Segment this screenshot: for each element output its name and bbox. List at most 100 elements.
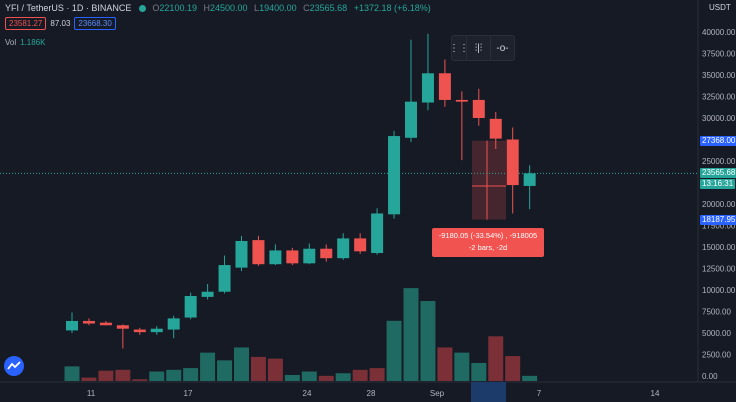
settings-icon[interactable]: ⫶|⫶ xyxy=(467,36,491,60)
candle-body xyxy=(82,320,95,324)
volume-bar xyxy=(386,320,402,381)
sell-price-box[interactable]: 23581.27 xyxy=(5,17,47,30)
price-axis-tick: 40000.00 xyxy=(702,28,736,37)
volume-bar xyxy=(98,370,114,381)
time-axis-tick: 7 xyxy=(537,389,542,398)
volume-bar xyxy=(301,371,317,381)
volume-bar xyxy=(505,356,521,381)
price-range-area xyxy=(472,140,506,220)
change-value: +1372.18 (+6.18%) xyxy=(353,3,431,13)
candle-body xyxy=(66,320,78,331)
candle-body xyxy=(235,240,248,268)
candle-body xyxy=(269,250,282,265)
volume-bar xyxy=(200,352,216,381)
volume-bar xyxy=(81,377,97,381)
price-axis-tick: 5000.00 xyxy=(702,329,731,338)
volume-bar xyxy=(454,352,470,381)
candle-body xyxy=(337,238,350,259)
price-range-measure-label[interactable]: -9180.05 (-33.54%) , -918005 -2 bars, -2… xyxy=(432,228,544,257)
volume-label[interactable]: Vol xyxy=(5,38,17,47)
volume-bar xyxy=(166,369,182,381)
close-value: 23565.68 xyxy=(309,3,348,13)
candle-body xyxy=(506,139,519,186)
volume-bar xyxy=(437,347,453,381)
tradingview-logo-icon[interactable] xyxy=(4,356,24,376)
price-axis-tick: 35000.00 xyxy=(702,71,736,80)
candle-body xyxy=(201,291,214,297)
candle-body xyxy=(218,265,231,292)
volume-bar xyxy=(115,369,131,381)
symbol-legend: YFI / TetherUS · 1D · BINANCE O22100.19 … xyxy=(5,3,431,13)
volume-bar xyxy=(352,369,368,381)
volume-bar xyxy=(284,374,300,381)
symbol-title[interactable]: YFI / TetherUS · 1D · BINANCE xyxy=(5,3,132,13)
time-axis-tick: 17 xyxy=(184,389,193,398)
price-axis-tick: 2500.00 xyxy=(702,351,731,360)
volume-bar xyxy=(234,347,249,381)
volume-value: 1.186K xyxy=(20,38,46,47)
high-value: 24500.00 xyxy=(209,3,248,13)
volume-bar xyxy=(64,366,80,381)
candle-body xyxy=(421,73,434,103)
low-value: 19400.00 xyxy=(259,3,297,13)
candle-body xyxy=(99,322,112,326)
price-tag-current: 23565.68 xyxy=(700,168,736,178)
candle-body xyxy=(388,136,401,215)
drag-handle-icon[interactable]: ⋮⋮ xyxy=(449,36,469,60)
volume-bar xyxy=(149,371,165,381)
market-status-icon xyxy=(138,5,146,12)
price-tag-top: 27368.00 xyxy=(700,136,736,146)
candle-body xyxy=(472,99,485,118)
price-axis-tick: 32500.00 xyxy=(702,93,736,102)
volume-bar xyxy=(217,360,233,381)
candle-body xyxy=(320,248,333,259)
candle-body xyxy=(133,329,146,333)
measure-line-2: -2 bars, -2d xyxy=(468,243,508,252)
volume-bar xyxy=(267,358,283,381)
price-axis-tick: 37500.00 xyxy=(702,50,736,59)
candle-body xyxy=(371,213,384,254)
candle-body xyxy=(116,325,129,329)
candle-body xyxy=(303,248,316,264)
open-label: O xyxy=(152,3,160,13)
price-axis-tick: 17500.00 xyxy=(702,222,736,231)
volume-bar xyxy=(403,288,419,381)
candle-body xyxy=(252,240,265,265)
time-axis-tick: 28 xyxy=(367,389,376,398)
currency-label[interactable]: USDT xyxy=(709,3,731,12)
candle-body xyxy=(150,328,163,333)
candle-body xyxy=(523,173,536,186)
volume-bar xyxy=(471,362,487,381)
volume-bar xyxy=(318,375,334,381)
volume-bar xyxy=(335,373,351,381)
price-axis-tick: 25000.00 xyxy=(702,157,736,166)
candle-body xyxy=(286,250,299,264)
price-axis-tick: 15000.00 xyxy=(702,243,736,252)
time-axis-tick: 14 xyxy=(651,389,660,398)
buy-price-box[interactable]: 23668.30 xyxy=(74,17,116,30)
volume-bar xyxy=(522,375,538,381)
volume-bar xyxy=(369,368,385,381)
candle-body xyxy=(455,99,468,102)
time-axis-tick: Sep xyxy=(430,389,445,398)
candle-body xyxy=(184,296,197,318)
price-axis-tick: 20000.00 xyxy=(702,200,736,209)
candle-body xyxy=(489,118,502,139)
volume-legend: Vol 1.186K xyxy=(5,38,45,47)
spread-value: 87.03 xyxy=(50,19,71,28)
candle-body xyxy=(167,318,180,330)
time-axis-tick: 24 xyxy=(303,389,312,398)
volume-bar xyxy=(420,301,436,381)
close-label: C xyxy=(303,3,310,13)
price-axis-tick: 7500.00 xyxy=(702,308,731,317)
more-options-icon[interactable]: -o- xyxy=(496,42,509,54)
low-label: L xyxy=(254,3,260,13)
measure-line-1: -9180.05 (-33.54%) , -918005 xyxy=(438,231,538,240)
volume-bar xyxy=(250,356,266,381)
price-tag-bottom: 18187.95 xyxy=(700,215,736,225)
price-axis-tick: 10000.00 xyxy=(702,286,736,295)
candle-body xyxy=(438,73,451,100)
volume-bar xyxy=(488,336,504,381)
